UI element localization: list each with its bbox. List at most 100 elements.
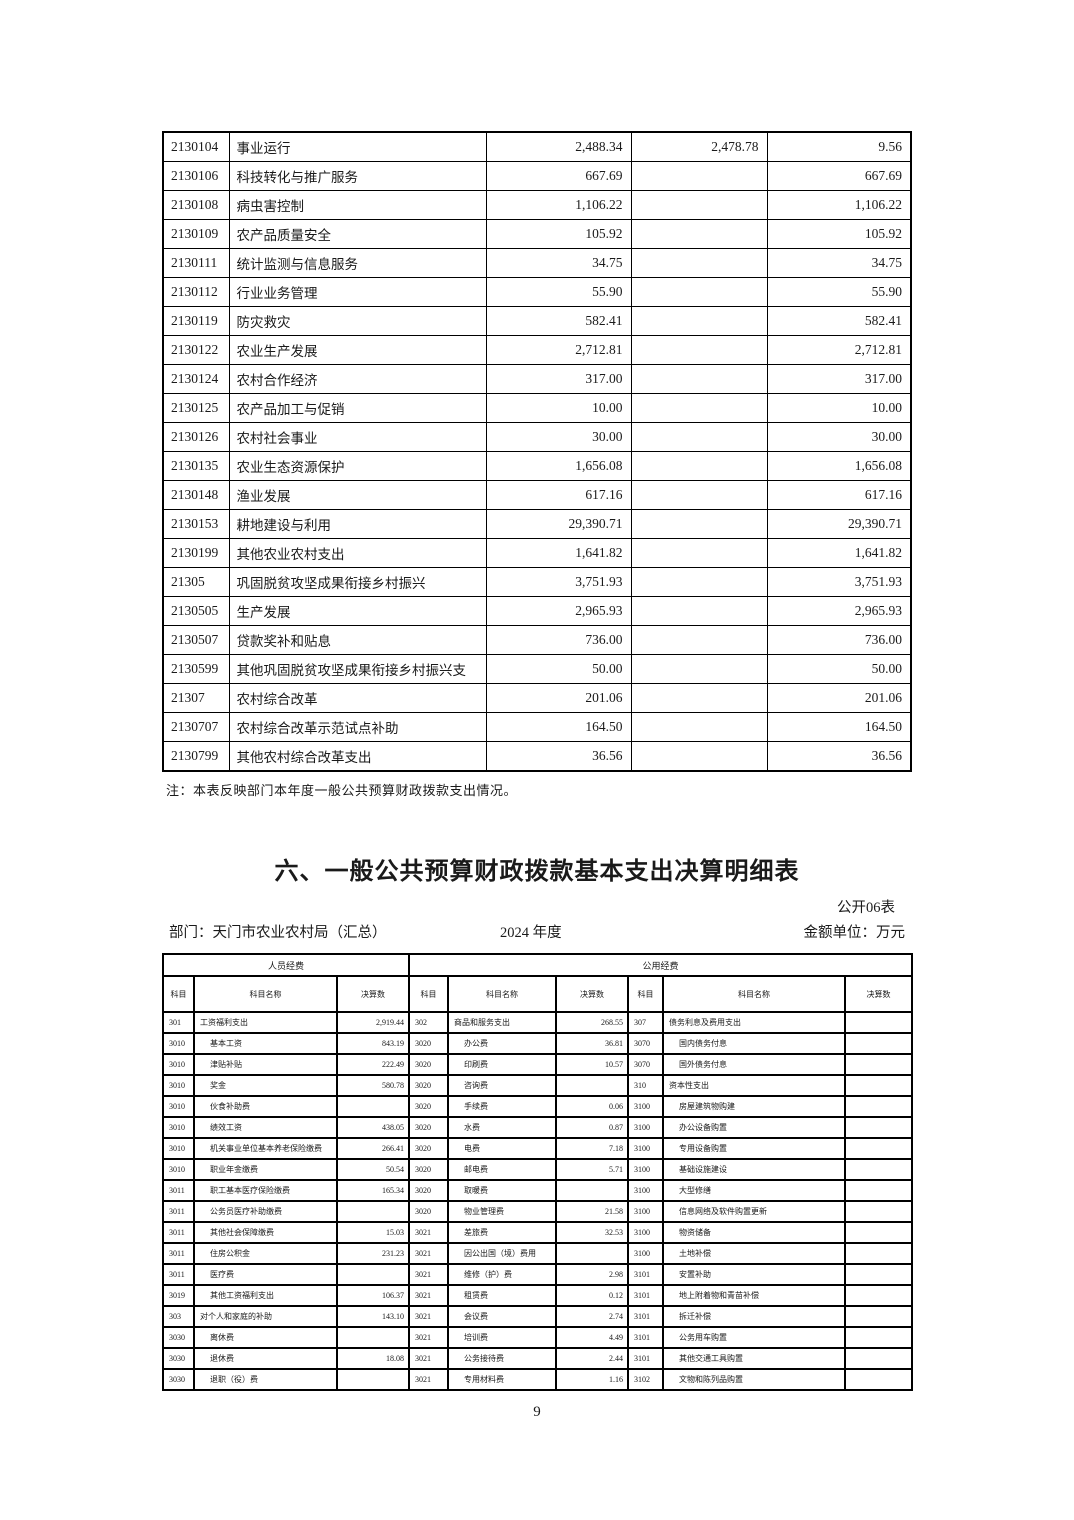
amount-cell bbox=[555, 1074, 629, 1097]
subject-name-cell: 地上附着物和青苗补偿 bbox=[662, 1284, 846, 1307]
subject-code-cell: 2130199 bbox=[162, 538, 230, 568]
amount-cell: 2.74 bbox=[555, 1305, 629, 1328]
amount-cell bbox=[843, 1053, 914, 1076]
table-row: 3011 公务员医疗补助缴费 3020 物业管理费 21.58 3100 信息网络及软件购置… bbox=[162, 1200, 914, 1223]
subject-code-cell: 3021 bbox=[408, 1347, 449, 1370]
table-row: 2130112 行业业务管理 55.90 55.90 bbox=[162, 277, 912, 307]
amount-cell: 50.00 bbox=[485, 654, 632, 684]
subject-name-cell: 债务利息及费用支出 bbox=[662, 1011, 846, 1034]
subject-code-cell: 2130599 bbox=[162, 654, 230, 684]
subject-name-cell: 其他农业农村支出 bbox=[228, 538, 487, 568]
amount-cell: 34.75 bbox=[766, 248, 912, 278]
subject-code-cell: 2130505 bbox=[162, 596, 230, 626]
amount-cell: 222.49 bbox=[336, 1053, 410, 1076]
subject-code-cell: 3021 bbox=[408, 1221, 449, 1244]
subject-name-cell: 租赁费 bbox=[447, 1284, 557, 1307]
subject-name-cell: 绩效工资 bbox=[193, 1116, 338, 1139]
amount-cell: 3,751.93 bbox=[766, 567, 912, 597]
amount-cell bbox=[630, 654, 768, 684]
subject-code-cell: 3021 bbox=[408, 1242, 449, 1265]
amount-cell: 2,478.78 bbox=[630, 131, 768, 162]
amount-cell bbox=[843, 1221, 914, 1244]
amount-cell bbox=[336, 1368, 410, 1391]
subject-code-cell: 2130108 bbox=[162, 190, 230, 220]
amount-cell bbox=[843, 1326, 914, 1349]
subject-code-cell: 302 bbox=[408, 1011, 449, 1034]
subject-name-cell: 因公出国（境）费用 bbox=[447, 1242, 557, 1265]
subject-code-cell: 2130112 bbox=[162, 277, 230, 307]
amount-cell: 617.16 bbox=[766, 480, 912, 510]
subject-code-cell: 2130153 bbox=[162, 509, 230, 539]
subject-name-cell: 事业运行 bbox=[228, 131, 487, 162]
subject-name-header: 科目名称 bbox=[447, 975, 557, 1013]
table-row: 2130148 渔业发展 617.16 617.16 bbox=[162, 480, 912, 510]
subject-name-cell: 会议费 bbox=[447, 1305, 557, 1328]
subject-code-cell: 303 bbox=[162, 1305, 195, 1328]
table-row: 3010 基本工资 843.19 3020 办公费 36.81 3070 国内债务付息 bbox=[162, 1032, 914, 1055]
amount-cell: 3,751.93 bbox=[485, 567, 632, 597]
subject-name-cell: 行业业务管理 bbox=[228, 277, 487, 307]
subject-name-cell: 邮电费 bbox=[447, 1158, 557, 1181]
amount-cell: 2,712.81 bbox=[485, 335, 632, 365]
table-row: 303 对个人和家庭的补助 143.10 3021 会议费 2.74 3101 拆迁补偿 bbox=[162, 1305, 914, 1328]
subject-name-cell: 公务用车购置 bbox=[662, 1326, 846, 1349]
amount-cell bbox=[630, 451, 768, 481]
amount-cell: 201.06 bbox=[766, 683, 912, 713]
amount-cell: 10.00 bbox=[766, 393, 912, 423]
subject-code-header: 科目 bbox=[162, 975, 195, 1013]
subject-code-cell: 3011 bbox=[162, 1200, 195, 1223]
subject-name-cell: 农村合作经济 bbox=[228, 364, 487, 394]
subject-code-cell: 3020 bbox=[408, 1095, 449, 1118]
amount-cell: 7.18 bbox=[555, 1137, 629, 1160]
subject-name-cell: 职业年金缴费 bbox=[193, 1158, 338, 1181]
subject-name-cell: 奖金 bbox=[193, 1074, 338, 1097]
amount-cell bbox=[843, 1095, 914, 1118]
page-number: 9 bbox=[533, 1404, 541, 1420]
subject-name-cell: 农业生产发展 bbox=[228, 335, 487, 365]
amount-cell: 268.55 bbox=[555, 1011, 629, 1034]
table-row: 301 工资福利支出 2,919.44 302 商品和服务支出 268.55 307 债务利息… bbox=[162, 1011, 914, 1034]
subject-code-cell: 3020 bbox=[408, 1074, 449, 1097]
subject-name-cell: 其他交通工具购置 bbox=[662, 1347, 846, 1370]
amount-cell bbox=[843, 1368, 914, 1391]
subject-code-cell: 3101 bbox=[627, 1263, 664, 1286]
personnel-funds-header: 人员经费 bbox=[162, 953, 410, 977]
subject-name-cell: 国外债务付息 bbox=[662, 1053, 846, 1076]
subject-name-cell: 资本性支出 bbox=[662, 1074, 846, 1097]
subject-code-cell: 3070 bbox=[627, 1053, 664, 1076]
subject-name-cell: 农村综合改革 bbox=[228, 683, 487, 713]
subject-name-header: 科目名称 bbox=[662, 975, 846, 1013]
subject-code-cell: 301 bbox=[162, 1011, 195, 1034]
amount-cell bbox=[336, 1095, 410, 1118]
amount-cell: 231.23 bbox=[336, 1242, 410, 1265]
subject-code-cell: 3030 bbox=[162, 1368, 195, 1391]
amount-cell: 736.00 bbox=[766, 625, 912, 655]
subject-name-cell: 信息网络及软件购置更新 bbox=[662, 1200, 846, 1223]
table-row: 2130507 贷款奖补和贴息 736.00 736.00 bbox=[162, 625, 912, 655]
table-row: 3010 机关事业单位基本养老保险缴费 266.41 3020 电费 7.18 3100 专用… bbox=[162, 1137, 914, 1160]
amount-cell bbox=[843, 1116, 914, 1139]
table-meta-row: 部门：天门市农业农村局（汇总） 2024 年度 金额单位：万元 bbox=[163, 921, 911, 943]
subject-code-cell: 21307 bbox=[162, 683, 230, 713]
amount-cell bbox=[843, 1011, 914, 1034]
subject-name-cell: 退休费 bbox=[193, 1347, 338, 1370]
amount-cell: 105.92 bbox=[766, 219, 912, 249]
amount-cell bbox=[555, 1179, 629, 1202]
subject-code-cell: 2130124 bbox=[162, 364, 230, 394]
subject-name-cell: 电费 bbox=[447, 1137, 557, 1160]
amount-cell: 438.05 bbox=[336, 1116, 410, 1139]
table-row: 2130119 防灾救灾 582.41 582.41 bbox=[162, 306, 912, 336]
table-row: 3019 其他工资福利支出 106.37 3021 租赁费 0.12 3101 地上附着物和青… bbox=[162, 1284, 914, 1307]
amount-cell bbox=[630, 741, 768, 772]
amount-cell: 30.00 bbox=[766, 422, 912, 452]
subject-code-cell: 2130119 bbox=[162, 306, 230, 336]
amount-cell bbox=[630, 509, 768, 539]
public-funds-header: 公用经费 bbox=[407, 953, 914, 977]
table-row: 2130505 生产发展 2,965.93 2,965.93 bbox=[162, 596, 912, 626]
subject-code-cell: 2130707 bbox=[162, 712, 230, 742]
table-row: 2130125 农产品加工与促销 10.00 10.00 bbox=[162, 393, 912, 423]
subject-name-cell: 公务员医疗补助缴费 bbox=[193, 1200, 338, 1223]
amount-cell: 1,656.08 bbox=[766, 451, 912, 481]
section-title: 六、一般公共预算财政拨款基本支出决算明细表 bbox=[274, 858, 800, 885]
